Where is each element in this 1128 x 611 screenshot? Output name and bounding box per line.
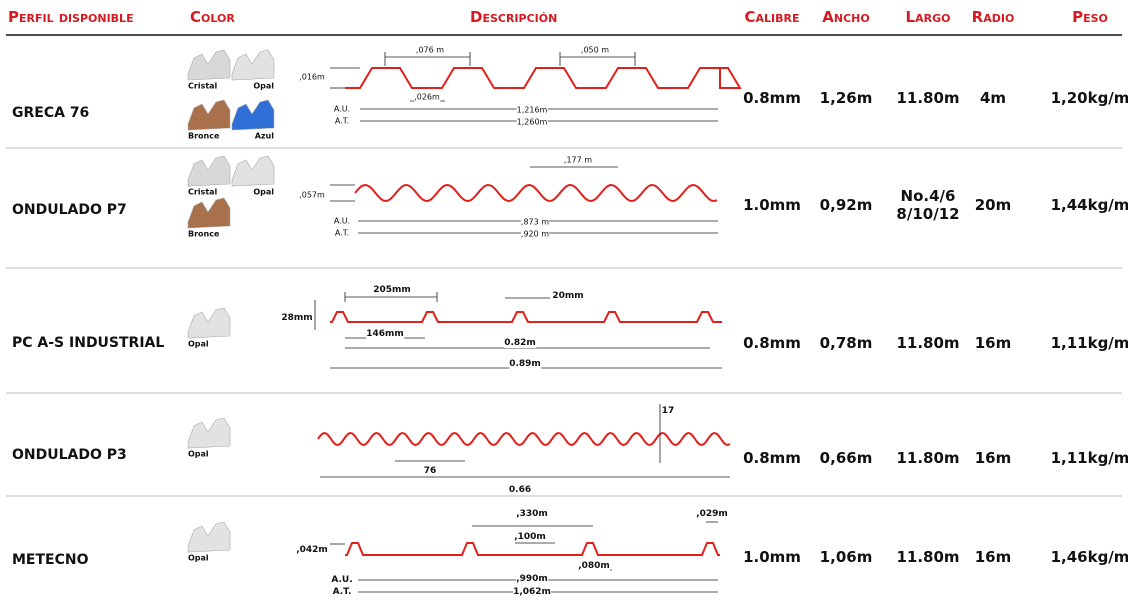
color-swatch xyxy=(187,521,231,553)
color-swatch xyxy=(187,155,231,187)
dimension-label: ,177 m xyxy=(563,155,593,165)
color-label: Opal xyxy=(188,449,209,459)
color-label: Bronce xyxy=(188,229,220,239)
dimension-label: ,029m xyxy=(696,509,728,519)
profile xyxy=(330,311,722,323)
dimension-label: A.T. xyxy=(332,587,352,597)
dimension-label: ,990m xyxy=(516,574,548,584)
dimension-label: ,050 m xyxy=(580,45,610,55)
spec-value: 1.0mm xyxy=(743,196,801,214)
dimension-label: ,016m xyxy=(299,72,325,82)
dimension-label: ,042m xyxy=(296,545,328,555)
spec-value: 16m xyxy=(974,548,1012,566)
color-label: Azul xyxy=(254,131,274,141)
color-label: Opal xyxy=(253,187,274,197)
dimension-label: A.T. xyxy=(334,116,350,126)
dimension-label: ,057m xyxy=(299,190,325,200)
column-header: Ancho xyxy=(822,8,870,26)
dimension-label: 76 xyxy=(423,466,437,476)
dimension-label: 146mm xyxy=(366,329,404,339)
color-label: Cristal xyxy=(188,81,218,91)
dimension-label: 28mm xyxy=(281,313,313,323)
spec-value: 1,26m xyxy=(819,89,873,107)
dimension-label: A.U. xyxy=(333,104,351,114)
dimension-label: 1,260m xyxy=(516,117,548,127)
dimension-label: 1,062m xyxy=(513,587,551,597)
color-label: Cristal xyxy=(188,187,218,197)
spec-value: 20m xyxy=(974,196,1012,214)
spec-value: 1,46kg/m xyxy=(1050,548,1128,566)
dimension-label: ,100m xyxy=(514,532,546,542)
spec-value: 11.80m xyxy=(896,334,960,352)
dimension-label: A.T. xyxy=(334,228,350,238)
dimension-label: ,076 m xyxy=(415,45,445,55)
spec-value: 1,44kg/m xyxy=(1050,196,1128,214)
spec-value: 4m xyxy=(979,89,1007,107)
spec-value: No.4/6 8/10/12 xyxy=(896,187,960,223)
spec-value: 11.80m xyxy=(896,89,960,107)
column-header: Peso xyxy=(1072,8,1108,26)
spec-value: 0.8mm xyxy=(743,89,801,107)
dimension-label: ,330m xyxy=(516,509,548,519)
spec-value: 11.80m xyxy=(896,548,960,566)
dimension-label: A.U. xyxy=(333,216,351,226)
color-swatch xyxy=(231,99,275,131)
dimension-label: 0.66 xyxy=(508,485,532,495)
dimension-label: 17 xyxy=(661,406,675,416)
column-header: Radio xyxy=(971,8,1015,26)
color-label: Opal xyxy=(253,81,274,91)
profile xyxy=(317,431,731,447)
profile-name: GRECA 76 xyxy=(12,105,90,121)
profile-name: METECNO xyxy=(12,552,89,568)
profile-name: PC A-S INDUSTRIAL xyxy=(12,335,165,351)
color-label: Opal xyxy=(188,553,209,563)
column-header: Perfil disponible xyxy=(8,8,134,26)
color-swatch xyxy=(187,99,231,131)
column-header: Color xyxy=(190,8,235,26)
spec-value: 1,11kg/m xyxy=(1050,334,1128,352)
dimension-label: ,920 m xyxy=(520,229,550,239)
color-swatch xyxy=(231,155,275,187)
spec-value: 0,78m xyxy=(819,334,873,352)
color-label: Bronce xyxy=(188,131,220,141)
profile xyxy=(354,183,718,203)
profile xyxy=(345,542,720,556)
spec-value: 16m xyxy=(974,334,1012,352)
spec-value: 11.80m xyxy=(896,449,960,467)
color-swatch xyxy=(187,417,231,449)
column-header: Descripción xyxy=(470,8,558,26)
spec-value: 0.8mm xyxy=(743,334,801,352)
profile-name: ONDULADO P7 xyxy=(12,202,127,218)
column-header: Largo xyxy=(905,8,951,26)
dimension-label: A.U. xyxy=(331,575,353,585)
dimension-label: 1,216m xyxy=(516,105,548,115)
color-swatch xyxy=(187,307,231,339)
dimension-label: 0.89m xyxy=(509,359,541,369)
color-label: Opal xyxy=(188,339,209,349)
spec-value: 1,20kg/m xyxy=(1050,89,1128,107)
dimension-label: 205mm xyxy=(373,285,411,295)
dimension-label: ,026m xyxy=(414,92,440,102)
profile-name: ONDULADO P3 xyxy=(12,447,127,463)
spec-value: 16m xyxy=(974,449,1012,467)
spec-value: 0,92m xyxy=(819,196,873,214)
dimension-label: 0.82m xyxy=(504,338,536,348)
color-swatch xyxy=(187,197,231,229)
column-header: Calibre xyxy=(744,8,800,26)
spec-value: 0.8mm xyxy=(743,449,801,467)
spec-value: 1.0mm xyxy=(743,548,801,566)
spec-value: 1,11kg/m xyxy=(1050,449,1128,467)
dimension-label: ,080m xyxy=(578,561,610,571)
color-swatch xyxy=(231,49,275,81)
spec-value: 1,06m xyxy=(819,548,873,566)
spec-value: 0,66m xyxy=(819,449,873,467)
dimension-label: ,873 m xyxy=(520,217,550,227)
color-swatch xyxy=(187,49,231,81)
dimension-label: 20mm xyxy=(552,291,584,301)
profile xyxy=(345,67,742,89)
